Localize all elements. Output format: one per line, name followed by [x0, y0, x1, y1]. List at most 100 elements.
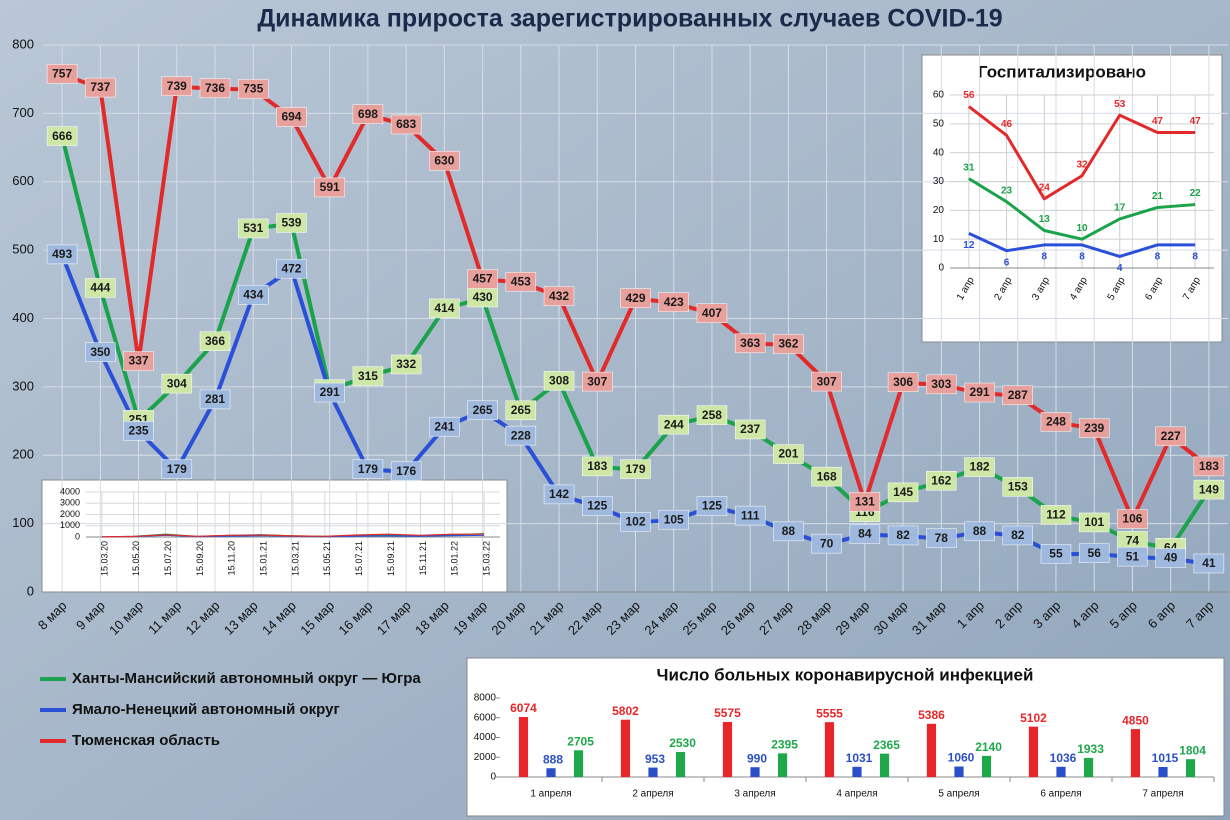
data-label-box	[811, 371, 842, 392]
data-label-text: 105	[664, 512, 684, 526]
y-tick-label: 1000	[60, 520, 80, 530]
data-label-text: 303	[931, 377, 951, 391]
data-label-text: 337	[129, 354, 149, 368]
data-label-text: 350	[90, 345, 110, 359]
y-tick-label: 60	[933, 90, 945, 101]
data-label-text: 142	[549, 487, 569, 501]
data-label-box	[887, 372, 919, 393]
y-tick-label: 8000	[474, 693, 497, 704]
data-label-box	[926, 374, 957, 395]
data-label-box	[582, 456, 613, 477]
data-label-text: 149	[1199, 482, 1219, 496]
data-label: 239	[1078, 418, 1110, 438]
data-label: 31	[963, 162, 975, 173]
data-label: 201	[773, 444, 804, 464]
data-label: 739	[161, 76, 193, 96]
data-label: 1804	[1179, 743, 1206, 757]
data-label: 683	[390, 114, 422, 135]
data-label-text: 41	[1202, 556, 1216, 570]
data-label: 1060	[948, 751, 975, 765]
data-label-text: 82	[1011, 528, 1025, 542]
data-label-box	[429, 150, 460, 171]
x-tick-label: 1 апреля	[530, 789, 571, 800]
y-tick-label: 50	[933, 118, 945, 129]
data-label: 423	[658, 292, 689, 313]
data-label: 125	[696, 496, 728, 516]
data-label: 304	[161, 373, 193, 394]
y-tick-label: 200	[12, 447, 34, 462]
data-label-box	[199, 331, 231, 351]
data-label: 56	[963, 90, 975, 101]
data-label: 88	[964, 521, 995, 542]
data-label: 493	[46, 244, 78, 265]
y-tick-label: 500	[12, 242, 34, 257]
data-label: 315	[352, 366, 384, 386]
data-label-text: 531	[243, 221, 263, 235]
bar	[879, 753, 890, 777]
data-label-box	[620, 512, 651, 532]
data-label-text: 241	[434, 419, 454, 433]
data-label-text: 315	[358, 369, 378, 383]
data-label-box	[123, 421, 154, 441]
data-label-box	[1040, 544, 1072, 564]
data-label-box	[1002, 477, 1034, 497]
data-label-text: 539	[281, 216, 301, 230]
inset-panel	[466, 657, 1225, 817]
bar	[981, 755, 992, 777]
chart-title: Госпитализировано	[978, 62, 1146, 81]
data-label-text: 131	[855, 495, 875, 509]
data-label: 145	[887, 482, 919, 503]
data-label: 228	[505, 425, 537, 446]
data-label-text: 125	[702, 499, 722, 513]
x-tick-label: 15.03.21	[290, 541, 300, 576]
legend-label: Тюменская область	[72, 732, 220, 749]
data-label: 337	[123, 351, 154, 371]
data-label-box	[161, 373, 193, 394]
data-label-box	[276, 107, 307, 127]
data-label-box	[1155, 548, 1186, 568]
y-tick-label: 0	[75, 531, 80, 541]
data-label-box	[696, 303, 728, 323]
data-label: 366	[199, 331, 231, 351]
data-label-text: 457	[473, 272, 493, 286]
bar	[518, 717, 529, 777]
y-tick-label: 4000	[474, 732, 497, 743]
data-label-text: 453	[511, 274, 531, 288]
x-tick-label: 15.01.22	[450, 541, 460, 576]
data-label-box	[811, 533, 842, 554]
data-label-text: 183	[1199, 459, 1219, 473]
x-tick-label: 15.07.21	[354, 541, 364, 576]
data-label: 430	[467, 287, 498, 308]
y-tick-label: 2000	[60, 509, 80, 519]
chart-title: Динамика прироста зарегистрированных слу…	[257, 5, 1002, 33]
data-label: 265	[505, 400, 537, 421]
data-label-text: 111	[741, 508, 760, 522]
data-label: 149	[1193, 479, 1225, 500]
data-label-box	[1117, 509, 1148, 529]
data-label-text: 49	[1164, 551, 1178, 565]
data-label: 55	[1040, 544, 1072, 564]
data-label: 1933	[1077, 742, 1104, 756]
series-line	[967, 105, 1196, 201]
data-label-text: 179	[167, 462, 187, 476]
data-label-text: 694	[281, 110, 301, 124]
data-label-text: 265	[511, 403, 531, 417]
data-label-text: 736	[205, 81, 225, 95]
data-label: 1015	[1152, 751, 1179, 765]
data-label-text: 414	[434, 301, 454, 315]
data-label-text: 281	[205, 392, 225, 406]
data-label-text: 88	[973, 524, 987, 538]
legend-label: Ямало-Ненецкий автономный округ	[72, 701, 340, 718]
data-label-box	[1002, 385, 1034, 406]
data-label-text: 429	[625, 291, 645, 305]
data-label-text: 101	[1084, 515, 1104, 529]
data-label-box	[161, 459, 193, 479]
x-tick-label: 7 апреля	[1142, 789, 1183, 800]
data-label-text: 737	[90, 80, 110, 94]
data-label: 24	[1039, 182, 1051, 193]
data-label: 281	[199, 389, 231, 410]
data-label-box	[543, 286, 575, 306]
data-label-text: 291	[320, 385, 340, 399]
data-label: 5575	[714, 706, 741, 720]
